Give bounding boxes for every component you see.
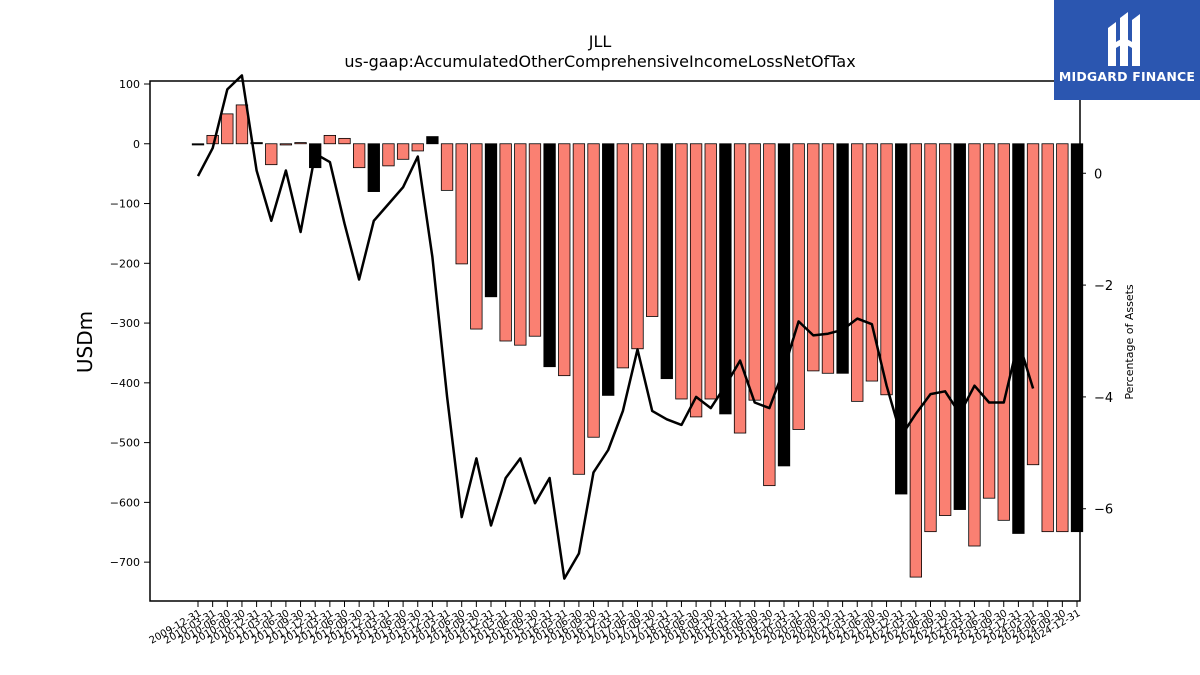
bar-2024-03-31 (1026, 143, 1040, 466)
bar-2015-06-30 (514, 143, 527, 346)
y-tick-label: −100 (110, 198, 140, 211)
bar-2016-12-31 (602, 143, 615, 396)
bar-2021-03-31 (851, 143, 864, 402)
y-axis-label: USDm (73, 311, 97, 373)
chart-subtitle: us-gaap:AccumulatedOtherComprehensiveInc… (344, 52, 856, 71)
x-axis: 2009-12-312010-03-312010-06-302010-09-30… (148, 601, 1083, 647)
bar-2020-03-31 (792, 143, 805, 430)
y2-tick-label: −2 (1094, 279, 1113, 294)
bar-2022-06-30 (924, 143, 937, 533)
bar-2017-06-30 (631, 143, 644, 350)
bar-2023-03-31 (968, 143, 981, 547)
bar-2022-12-31 (953, 143, 966, 510)
bar-2009-12-31 (191, 143, 205, 146)
bar-2015-12-31 (543, 143, 556, 368)
y-tick-label: 0 (133, 138, 140, 151)
bar-2021-06-30 (865, 143, 879, 382)
brand-name: MIDGARD FINANCE (1058, 69, 1196, 84)
y2-tick-label: −6 (1094, 503, 1113, 518)
y-tick-label: 100 (119, 78, 140, 91)
bar-2014-09-30 (470, 143, 483, 330)
bar-2013-06-30 (396, 143, 410, 160)
bar-2019-09-30 (763, 143, 776, 487)
bar-2018-12-31 (719, 143, 732, 415)
bar-2021-09-30 (880, 143, 893, 396)
y-tick-label: −400 (110, 377, 140, 390)
bar-2012-12-31 (367, 143, 380, 192)
bar-2017-09-30 (646, 143, 659, 317)
bar-series (191, 104, 1084, 578)
percentage-line-series (196, 74, 1035, 580)
bar-2014-12-31 (484, 143, 498, 298)
y-tick-label: −500 (110, 437, 140, 450)
bar-2014-03-31 (440, 143, 454, 191)
bar-2023-06-30 (982, 143, 996, 499)
bar-2024-06-30 (1041, 143, 1054, 533)
bar-2020-06-30 (807, 143, 820, 372)
y-tick-label: −600 (110, 496, 140, 509)
bar-2010-06-30 (221, 113, 234, 145)
bar-2022-09-30 (939, 143, 952, 516)
y-axis-left: 100 0 −100 −200 −300 −400 −500 −600 −700 (110, 78, 150, 569)
bar-2012-03-31 (323, 134, 337, 145)
brand-logo: MIDGARD FINANCE (1054, 0, 1200, 100)
y-axis-right: 0 −2 −4 −6 (1080, 167, 1113, 518)
bar-2017-03-31 (616, 143, 629, 369)
bar-2011-03-31 (265, 143, 278, 166)
bar-2012-09-30 (352, 143, 366, 169)
bar-2013-03-31 (382, 143, 395, 167)
bar-2010-09-30 (235, 104, 249, 145)
y-tick-label: −300 (110, 317, 140, 330)
bar-2012-06-30 (338, 137, 351, 145)
bar-2021-12-31 (895, 143, 908, 495)
bar-2024-12-31 (1070, 143, 1084, 533)
bar-2015-03-31 (499, 143, 512, 342)
chart-title: JLL (588, 32, 612, 51)
y-tick-label: −700 (110, 556, 140, 569)
y-tick-label: −200 (110, 257, 140, 270)
bar-2016-09-30 (587, 143, 600, 438)
bar-2020-09-30 (821, 143, 835, 374)
bar-2010-12-31 (250, 142, 263, 145)
bar-2011-09-30 (294, 142, 307, 145)
bar-2018-03-31 (675, 143, 688, 400)
y2-tick-label: −4 (1094, 391, 1113, 406)
bar-2014-06-30 (455, 143, 468, 265)
bar-2013-12-31 (426, 136, 439, 145)
brand-mark-icon (1108, 12, 1140, 66)
bar-2018-06-30 (689, 143, 703, 418)
bar-2019-03-31 (733, 143, 747, 434)
y2-tick-label: 0 (1094, 167, 1102, 182)
bar-2016-03-31 (558, 143, 571, 377)
bar-2024-09-30 (1056, 143, 1069, 533)
bar-2018-09-30 (704, 143, 717, 400)
percentage-line (196, 74, 1035, 580)
bar-2023-09-30 (997, 143, 1010, 521)
bar-2023-12-31 (1012, 143, 1025, 534)
bar-2011-06-30 (279, 143, 293, 146)
bar-2017-12-31 (660, 143, 673, 380)
y2-axis-label: Percentage of Assets (1123, 284, 1136, 400)
bar-2016-06-30 (572, 143, 586, 475)
plot-frame (149, 80, 1081, 602)
bar-2015-09-30 (528, 143, 542, 337)
bar-2020-12-31 (836, 143, 849, 374)
bar-2019-06-30 (748, 143, 761, 401)
bar-2013-09-30 (411, 143, 424, 152)
bar-2019-12-31 (777, 143, 791, 467)
bar-2022-03-31 (909, 143, 922, 578)
